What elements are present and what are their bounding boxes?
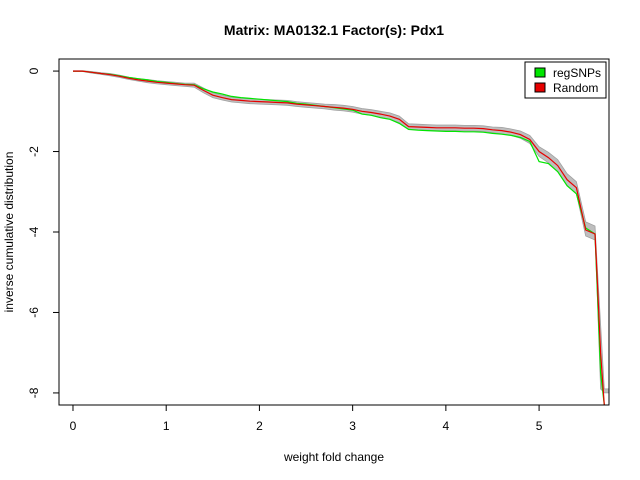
y-tick-label: -8	[27, 387, 41, 398]
x-tick-label: 3	[349, 419, 356, 433]
confidence-band-upper	[73, 70, 609, 390]
y-axis-label: inverse cumulative distribution	[2, 152, 16, 313]
x-tick-label: 1	[163, 419, 170, 433]
confidence-band-lower	[73, 71, 609, 394]
legend-label-regsnps: regSNPs	[553, 66, 601, 80]
x-tick-label: 2	[256, 419, 263, 433]
x-tick-label: 4	[443, 419, 450, 433]
plot-area	[73, 70, 609, 406]
y-tick-label: 0	[27, 67, 41, 74]
y-tick-label: -2	[27, 146, 41, 157]
y-axis: 0 -2 -4 -6 -8	[27, 67, 60, 398]
x-tick-label: 0	[70, 419, 77, 433]
confidence-band	[73, 70, 609, 393]
y-tick-label: -4	[27, 226, 41, 237]
plot-frame	[58, 58, 610, 406]
legend: regSNPs Random	[524, 61, 607, 99]
y-tick-label: -6	[27, 307, 41, 318]
legend-swatch-regsnps	[534, 67, 546, 78]
x-axis-label: weight fold change	[283, 450, 384, 464]
chart-title: Matrix: MA0132.1 Factor(s): Pdx1	[224, 22, 444, 38]
series-line-regsnps	[73, 70, 605, 406]
x-axis: 0 1 2 3 4 5	[70, 404, 543, 433]
legend-swatch-random	[534, 82, 546, 93]
x-tick-label: 5	[536, 419, 543, 433]
legend-label-random: Random	[553, 81, 598, 95]
series-line-random	[73, 70, 605, 406]
